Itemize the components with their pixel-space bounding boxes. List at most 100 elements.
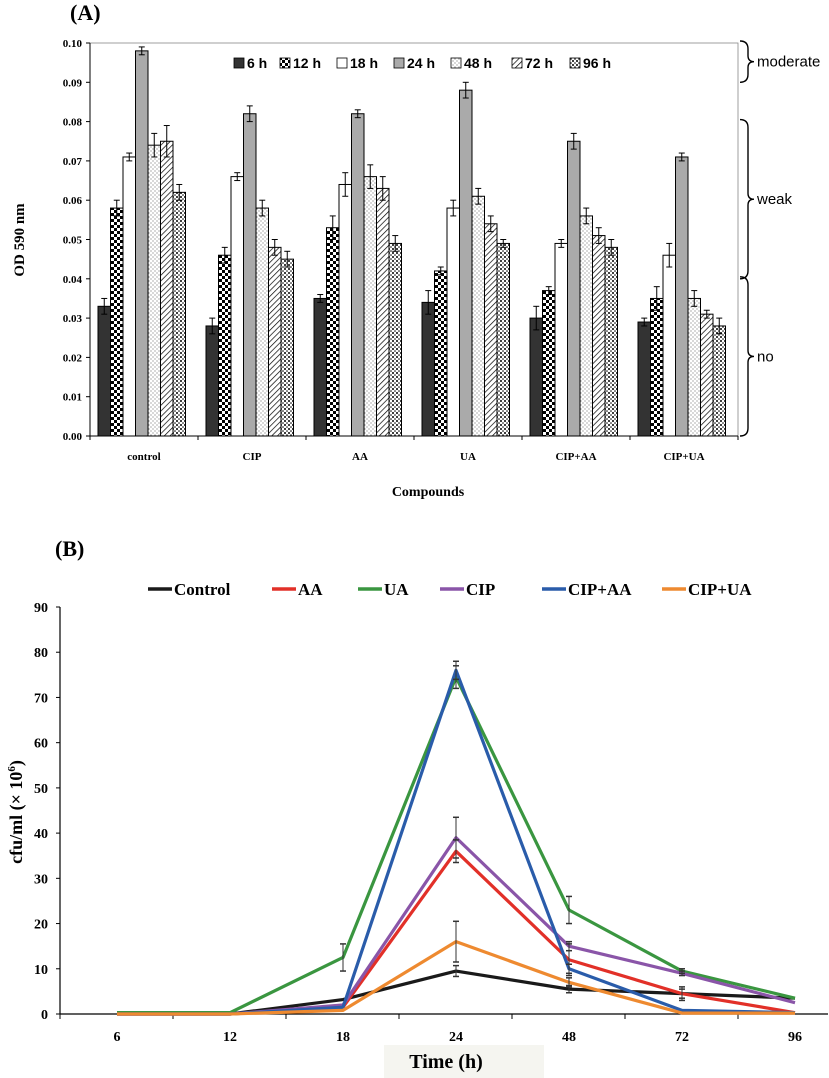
legend-label: Control (174, 580, 231, 599)
legend-label: 24 h (407, 55, 435, 71)
bar-24h-UA (459, 89, 473, 437)
panel-b-plot: 0 10 20 30 40 50 60 70 80 90 6 12 18 24 48 72 96 Control A… (34, 580, 828, 1045)
bar-96h-CIP+UA (712, 325, 726, 437)
bar-48h-AA (363, 176, 377, 437)
bracket-label-moderate: moderate (757, 54, 820, 71)
bar-24h-AA (351, 113, 365, 437)
y-tick-label: 0.06 (63, 195, 83, 207)
category-label: CIP+AA (555, 451, 596, 463)
bar-18h-CIP+UA (662, 254, 676, 437)
category-label: control (127, 451, 160, 463)
legend-swatch (450, 57, 462, 69)
x-tick-label: 18 (336, 1030, 350, 1045)
bar-48h-control (147, 144, 161, 437)
bar-48h-UA (471, 195, 485, 437)
category-label: UA (460, 451, 476, 463)
panel-a-label: (A) (70, 0, 101, 25)
x-tick-label: 12 (223, 1030, 237, 1045)
y-tick-label: 0.10 (63, 38, 83, 50)
bar-72h-control (160, 140, 174, 437)
bar-96h-UA (496, 242, 510, 437)
bar-12h-CIP+UA (650, 297, 664, 437)
bar-18h-CIP+AA (554, 242, 568, 437)
y-tick-label: 0.04 (63, 274, 83, 286)
bar-6h-UA (421, 301, 435, 437)
panel-b-ylabel-main: cfu/ml (× 10 (6, 772, 27, 864)
y-tick-label: 0 (41, 1008, 48, 1023)
legend-swatch (279, 57, 291, 69)
panel-b-ylabel-close: ) (6, 760, 27, 766)
bar-18h-CIP (230, 176, 244, 437)
bar-96h-control (172, 191, 186, 437)
legend-label: CIP (466, 580, 495, 599)
y-tick-label: 30 (34, 872, 48, 887)
bracket-label-no: no (757, 348, 774, 365)
bar-48h-CIP+UA (687, 297, 701, 437)
legend-label: 72 h (525, 55, 553, 71)
bar-6h-control (97, 305, 111, 437)
legend-label: 96 h (583, 55, 611, 71)
legend-swatch (233, 57, 245, 69)
y-tick-label: 0.05 (63, 235, 83, 247)
bar-24h-CIP (243, 113, 257, 437)
bar-12h-UA (434, 270, 448, 437)
x-tick-label: 48 (562, 1030, 576, 1045)
bar-12h-AA (326, 227, 340, 437)
panel-b-xlabel-backdrop (384, 1045, 544, 1078)
y-tick-label: 0.07 (63, 156, 83, 168)
x-tick-label: 6 (114, 1030, 121, 1045)
bar-6h-CIP+UA (637, 321, 651, 437)
y-tick-label: 90 (34, 601, 48, 616)
bar-24h-CIP+UA (675, 156, 689, 437)
legend-label: 12 h (293, 55, 321, 71)
legend-label: 6 h (247, 55, 267, 71)
bar-96h-CIP (280, 258, 294, 437)
bar-18h-AA (338, 183, 352, 437)
bracket-path (739, 40, 755, 83)
bracket-path (739, 276, 755, 437)
y-tick-label: 0.03 (63, 313, 83, 325)
legend-label: AA (298, 580, 323, 599)
x-tick-label: 96 (788, 1030, 802, 1045)
category-label: CIP+UA (663, 451, 704, 463)
panel-a-plot: 0.00 0.01 0.02 0.03 0.04 0.05 0.06 0.07 0.08 0.09… (63, 38, 821, 463)
x-tick-label: 72 (675, 1030, 689, 1045)
panel-b-label: (B) (55, 536, 84, 561)
y-tick-label: 80 (34, 646, 48, 661)
bar-72h-CIP (268, 246, 282, 437)
legend-label: 18 h (350, 55, 378, 71)
panel-b-xlabel: Time (h) (409, 1051, 483, 1073)
legend-swatch (393, 57, 405, 69)
bar-12h-CIP+AA (542, 290, 556, 437)
bar-72h-CIP+AA (592, 235, 606, 437)
legend-label: CIP+UA (688, 580, 752, 599)
y-tick-label: 10 (34, 963, 48, 978)
bar-6h-CIP (205, 325, 219, 437)
panel-a-xlabel: Compounds (392, 485, 465, 500)
y-tick-label: 0.01 (63, 392, 82, 404)
bar-18h-UA (446, 207, 460, 437)
y-tick-label: 0.02 (63, 352, 83, 364)
legend-label: CIP+AA (568, 580, 632, 599)
legend-label: 48 h (464, 55, 492, 71)
bracket-path (739, 118, 755, 280)
bar-6h-CIP+AA (529, 317, 543, 437)
legend-label: UA (384, 580, 409, 599)
bar-12h-control (110, 207, 124, 437)
panel-b-ylabel: cfu/ml (× 106) (6, 760, 27, 864)
y-tick-label: 0.00 (63, 431, 83, 443)
y-tick-label: 0.09 (63, 77, 83, 89)
y-tick-label: 0.08 (63, 117, 83, 129)
x-tick-label: 24 (449, 1030, 463, 1045)
bar-72h-AA (376, 187, 390, 437)
bar-96h-CIP+AA (604, 246, 618, 437)
bar-48h-CIP+AA (579, 215, 593, 437)
bar-12h-CIP (218, 254, 232, 437)
bar-72h-UA (484, 223, 498, 437)
bracket-label-weak: weak (756, 191, 793, 208)
legend-swatch (336, 57, 348, 69)
bar-24h-control (135, 50, 149, 437)
legend-swatch (569, 57, 581, 69)
legend-swatch (511, 57, 523, 69)
